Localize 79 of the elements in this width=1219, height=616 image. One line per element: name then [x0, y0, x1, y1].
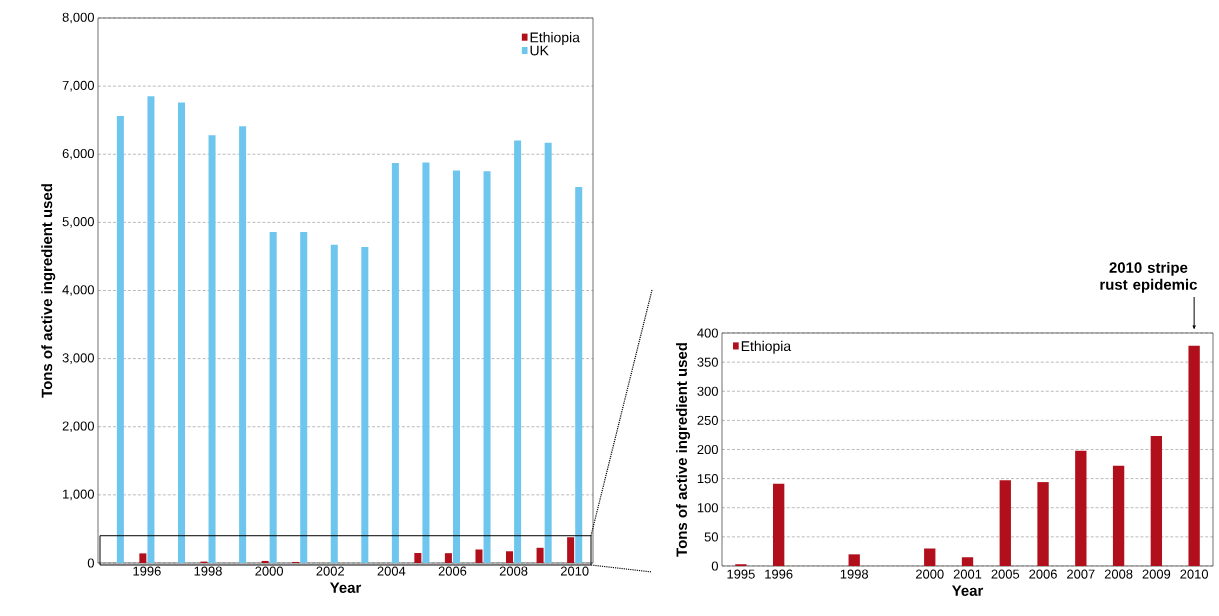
- bar: [1112, 465, 1125, 566]
- bar: [544, 142, 552, 563]
- bar: [391, 163, 399, 563]
- y-tick-label: 0: [711, 561, 718, 571]
- legend-label: Ethiopia: [530, 32, 580, 46]
- bar: [269, 231, 277, 563]
- bar: [147, 96, 155, 563]
- bar: [514, 140, 522, 563]
- bar: [330, 244, 338, 563]
- bar: [483, 171, 491, 563]
- y-tick-label: 1,000: [63, 489, 94, 501]
- y-tick-label: 200: [697, 444, 718, 455]
- y-tick-label: 100: [697, 503, 718, 513]
- y-tick-label: 300: [697, 386, 718, 396]
- y-tick-label: 8,000: [62, 12, 94, 24]
- bar: [444, 553, 452, 563]
- bar: [999, 480, 1011, 566]
- bar: [924, 548, 936, 566]
- bar: [1188, 345, 1200, 566]
- bar: [208, 135, 216, 563]
- y-tick-label: 350: [697, 357, 718, 367]
- x-tick-label: 2000: [255, 566, 284, 576]
- x-tick-label: 1996: [133, 566, 161, 576]
- bar: [1037, 482, 1049, 566]
- y-tick-label: 2,000: [62, 421, 94, 433]
- bar: [575, 186, 583, 563]
- bar: [475, 549, 483, 563]
- x-tick-label: 2009: [1142, 569, 1171, 579]
- x-tick-label: 2005: [991, 569, 1020, 579]
- text: 2010 stripe rust epidemic: [1100, 261, 1197, 293]
- y-tick-label: 5,000: [62, 217, 94, 228]
- x-tick-label: 2008: [1104, 569, 1133, 579]
- x-axis-title: Year: [329, 582, 362, 593]
- x-tick-label: 2010: [1180, 569, 1209, 579]
- legend-label: Ethiopia: [741, 340, 792, 354]
- bar: [506, 551, 514, 563]
- x-axis-title: Year: [951, 585, 984, 596]
- y-tick-label: 6,000: [62, 148, 94, 160]
- bar: [1075, 450, 1087, 566]
- x-tick-label: 2007: [1067, 569, 1095, 579]
- bar: [961, 557, 974, 566]
- y-tick-label: 50: [704, 532, 718, 542]
- x-tick-label: 2002: [316, 566, 344, 576]
- x-tick-label: 1995: [727, 569, 755, 579]
- legend-label: UK: [530, 45, 549, 56]
- x-tick-label: 2006: [1029, 569, 1057, 579]
- bar: [414, 552, 422, 563]
- y-tick-label: 3,000: [62, 353, 94, 364]
- x-tick-label: 1998: [840, 569, 869, 579]
- bar: [139, 553, 147, 563]
- y-tick-label: 250: [697, 415, 718, 425]
- bar: [452, 170, 461, 563]
- bar: [361, 246, 369, 563]
- x-tick-label: 2010: [560, 566, 589, 576]
- y-tick-label: 400: [697, 328, 718, 338]
- y-axis-title: Tons of active ingredient used: [676, 343, 691, 557]
- y-tick-label: 0: [87, 558, 94, 568]
- x-tick-label: 2000: [915, 569, 944, 579]
- y-axis-title: Tons of active ingredient used: [41, 184, 56, 398]
- x-tick-label: 2006: [438, 566, 467, 576]
- bar: [1150, 436, 1163, 566]
- bar: [177, 102, 186, 563]
- x-tick-label: 1998: [194, 566, 222, 576]
- bar: [536, 547, 544, 563]
- bar: [773, 483, 785, 566]
- bar: [422, 162, 430, 563]
- x-tick-label: 1996: [765, 569, 793, 579]
- y-tick-label: 150: [697, 474, 718, 484]
- bar: [239, 126, 247, 563]
- x-tick-label: 2008: [499, 566, 528, 576]
- y-tick-label: 4,000: [62, 285, 94, 296]
- bar: [848, 554, 860, 566]
- bar: [116, 116, 124, 563]
- y-tick-label: 7,000: [62, 80, 94, 92]
- x-tick-label: 2001: [953, 569, 982, 579]
- bar: [567, 537, 575, 563]
- bar: [300, 231, 308, 563]
- x-tick-label: 2004: [377, 566, 406, 576]
- bar: [261, 560, 269, 563]
